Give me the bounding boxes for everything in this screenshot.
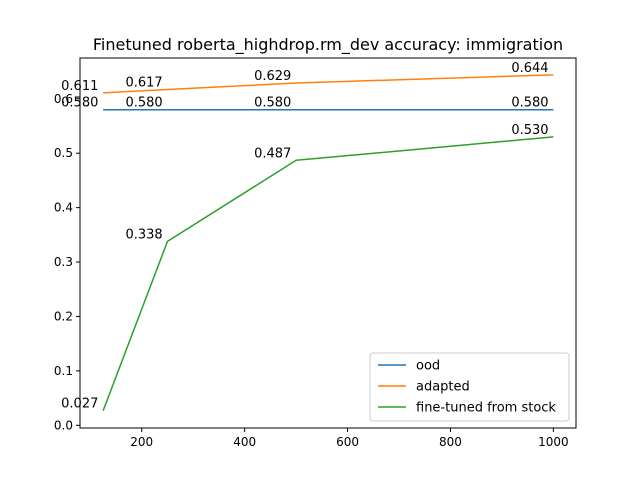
axes-frame xyxy=(79,57,577,429)
legend-label-2: adapted xyxy=(416,380,470,395)
data-label: 0.530 xyxy=(511,123,548,138)
legend-label-1: ood xyxy=(416,359,440,374)
data-label: 0.487 xyxy=(254,146,291,161)
x-tick-label: 800 xyxy=(439,435,462,449)
series-line-2 xyxy=(103,74,554,94)
x-tick-label: 200 xyxy=(130,435,153,449)
y-tick-label: 0.6 xyxy=(54,92,73,106)
x-tick-label: 600 xyxy=(336,435,359,449)
data-label: 0.644 xyxy=(511,61,548,76)
chart-title: Finetuned roberta_highdrop.rm_dev accura… xyxy=(93,35,563,55)
legend: ood adapted fine-tuned from stock xyxy=(369,352,570,422)
y-tick-label: 0.4 xyxy=(54,201,73,215)
y-tick-label: 0.0 xyxy=(54,418,73,432)
x-tick-label: 1000 xyxy=(538,435,569,449)
y-tick-label: 0.2 xyxy=(54,309,73,323)
legend-box xyxy=(369,352,570,422)
data-label: 0.580 xyxy=(125,96,162,111)
axes: 200 400 600 800 1000 0.0 0.1 0.2 0.3 0.4 0.5 0.6 xyxy=(54,57,577,449)
y-tick-label: 0.1 xyxy=(54,364,73,378)
legend-label-3: fine-tuned from stock xyxy=(416,401,556,416)
series-line-3 xyxy=(102,136,554,411)
data-label: 0.617 xyxy=(125,76,162,91)
x-tick-label: 400 xyxy=(233,435,256,449)
data-label: 0.629 xyxy=(254,69,291,84)
data-label: 0.580 xyxy=(511,96,548,111)
y-tick-label: 0.3 xyxy=(54,255,73,269)
data-label: 0.338 xyxy=(125,227,162,242)
y-tick-label: 0.5 xyxy=(54,146,73,160)
data-label: 0.580 xyxy=(254,96,291,111)
